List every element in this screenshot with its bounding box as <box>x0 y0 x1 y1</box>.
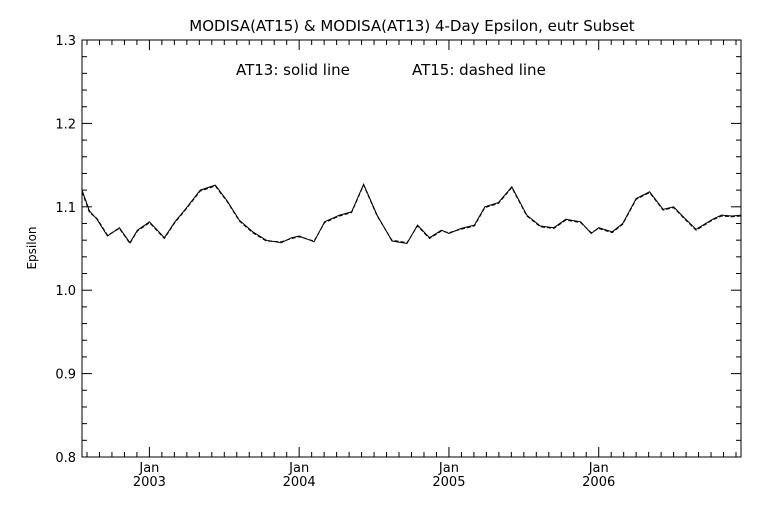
y-tick-label: 0.8 <box>55 451 76 466</box>
x-tick-year-label: 2004 <box>283 475 316 490</box>
series-layer <box>81 183 742 245</box>
y-axis: 0.8 0.9 1.0 1.1 1.2 1.3 <box>55 34 741 466</box>
y-tick-label: 1.3 <box>55 34 76 49</box>
x-tick-year-label: 2006 <box>582 475 615 490</box>
x-tick-year-label: 2005 <box>432 475 465 490</box>
y-axis-label: Epsilon <box>25 226 39 269</box>
y-tick-label: 1.2 <box>55 117 76 132</box>
x-tick-month-label: Jan <box>138 461 159 476</box>
plot-frame <box>81 39 742 458</box>
x-tick-year-label: 2003 <box>133 475 166 490</box>
x-tick-month-label: Jan <box>288 461 309 476</box>
x-tick-month-label: Jan <box>588 461 609 476</box>
y-tick-label: 0.9 <box>55 368 76 383</box>
chart-title: MODISA(AT15) & MODISA(AT13) 4-Day Epsilo… <box>189 17 635 35</box>
y-tick-label: 1.1 <box>55 201 76 216</box>
annotation-at13: AT13: solid line <box>236 61 350 79</box>
annotation-at15: AT15: dashed line <box>412 61 546 79</box>
series-line-at15 <box>81 183 742 245</box>
x-tick-month-label: Jan <box>438 461 459 476</box>
y-tick-label: 1.0 <box>55 284 76 299</box>
